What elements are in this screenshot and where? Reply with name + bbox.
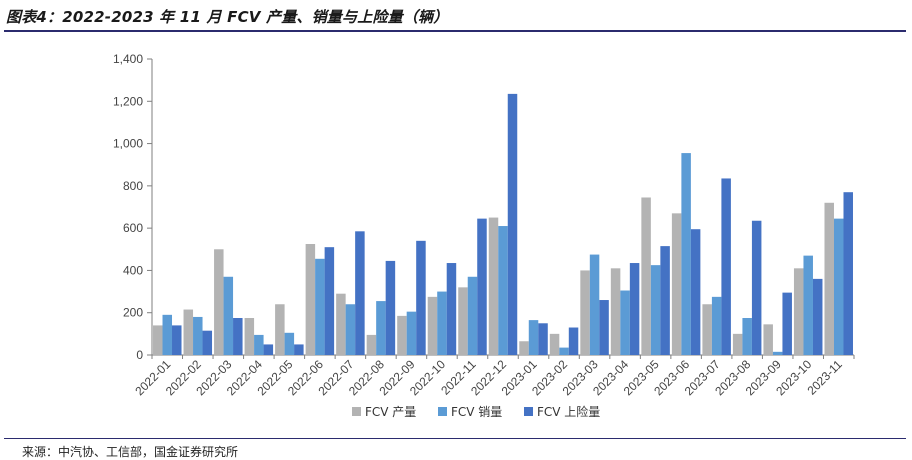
bar xyxy=(620,290,630,355)
bar xyxy=(629,263,640,355)
bar xyxy=(244,318,255,355)
source-note: 来源：中汽协、工信部，国金证券研究所 xyxy=(22,445,239,459)
y-tick-label: 1,200 xyxy=(113,94,143,108)
bar xyxy=(742,318,752,355)
bar xyxy=(519,341,529,355)
legend-label: FCV 产量 xyxy=(365,405,416,419)
bar xyxy=(345,304,356,355)
bar xyxy=(284,332,295,355)
bar xyxy=(803,255,813,355)
y-tick-label: 800 xyxy=(123,179,143,193)
bar xyxy=(406,311,417,355)
bar xyxy=(477,218,487,355)
legend-swatch xyxy=(438,407,447,416)
bar xyxy=(183,309,194,355)
chart-title: 图表4：2022-2023 年 11 月 FCV 产量、销量与上险量（辆） xyxy=(6,8,449,26)
bar xyxy=(162,314,173,355)
bar xyxy=(437,291,447,355)
bar xyxy=(223,276,234,355)
bar xyxy=(153,325,163,355)
bar xyxy=(355,231,365,355)
bar xyxy=(599,300,609,355)
bar xyxy=(498,226,508,355)
bar xyxy=(275,304,285,355)
bar xyxy=(793,268,804,355)
bar xyxy=(549,333,560,355)
bar-chart: 02004006008001,0001,2001,4002022-012022-… xyxy=(113,52,855,419)
bar xyxy=(721,178,731,355)
bar xyxy=(681,153,691,355)
bar xyxy=(233,318,243,355)
bar xyxy=(568,327,579,355)
bar xyxy=(690,229,701,355)
bar xyxy=(782,292,792,355)
bar xyxy=(763,324,773,355)
title-rule xyxy=(4,30,906,32)
bar xyxy=(324,247,335,355)
bar xyxy=(214,249,224,355)
bar xyxy=(528,320,539,355)
bar xyxy=(193,316,203,355)
bar xyxy=(589,254,600,355)
bar xyxy=(824,202,834,355)
bar xyxy=(305,244,316,355)
y-tick-label: 400 xyxy=(123,263,143,277)
bar xyxy=(427,296,438,355)
bar xyxy=(254,334,264,355)
y-tick-label: 0 xyxy=(136,348,143,362)
bar xyxy=(376,301,386,355)
bar xyxy=(446,263,457,355)
bar xyxy=(641,197,651,355)
bar xyxy=(538,323,548,355)
bar xyxy=(559,347,569,355)
y-tick-label: 1,400 xyxy=(113,52,143,66)
bar xyxy=(671,213,682,355)
bar xyxy=(772,351,783,355)
source-rule xyxy=(4,438,906,439)
x-tick-label: 2023-11 xyxy=(804,357,845,398)
bar xyxy=(610,268,621,355)
y-tick-label: 600 xyxy=(123,221,143,235)
bar xyxy=(660,246,670,355)
bar xyxy=(812,278,823,355)
bar xyxy=(294,344,304,355)
bar xyxy=(711,296,722,355)
bar xyxy=(580,270,590,355)
y-tick-label: 200 xyxy=(123,306,143,320)
bar xyxy=(702,304,712,355)
bar xyxy=(385,260,396,355)
bar xyxy=(397,315,407,355)
legend-swatch xyxy=(352,407,361,416)
bar xyxy=(843,192,853,355)
bar xyxy=(650,265,661,355)
bar xyxy=(751,220,762,355)
bar xyxy=(507,93,518,355)
bar xyxy=(488,217,499,355)
bar xyxy=(732,333,743,355)
y-tick-label: 1,000 xyxy=(113,137,143,151)
legend-swatch xyxy=(524,407,533,416)
bar xyxy=(202,330,213,355)
bar xyxy=(263,344,274,355)
bar xyxy=(172,325,182,355)
bar xyxy=(336,293,346,355)
bar xyxy=(458,287,468,355)
legend-label: FCV 销量 xyxy=(451,405,502,419)
bar xyxy=(833,218,844,355)
bar xyxy=(416,240,426,355)
bar xyxy=(366,334,377,355)
legend-label: FCV 上险量 xyxy=(537,404,600,419)
bar xyxy=(467,276,478,355)
bar xyxy=(315,258,325,355)
